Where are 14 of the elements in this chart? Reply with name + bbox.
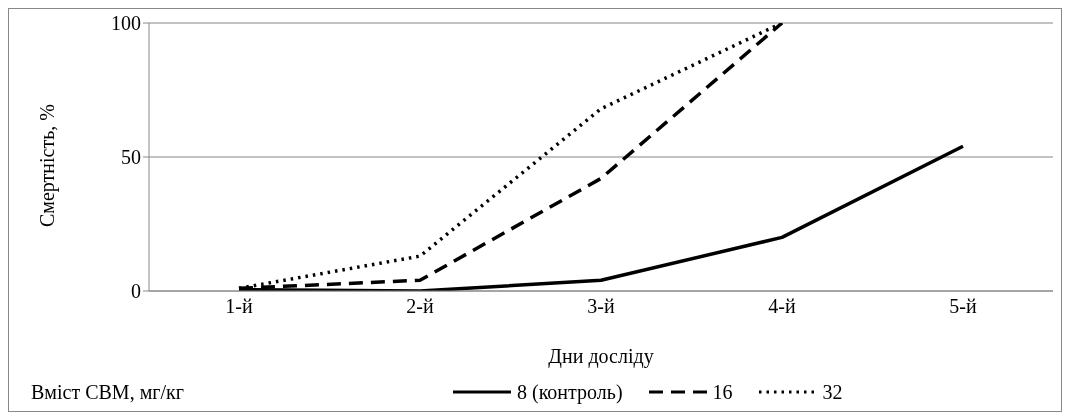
y-tick-label: 0 [131, 280, 141, 303]
legend-title: Вміст СВМ, мг/кг [31, 380, 185, 404]
legend-label: 8 (контроль) [516, 380, 623, 404]
y-tick-label: 100 [111, 12, 141, 35]
x-tick-label: 3-й [587, 295, 615, 318]
x-axis-title: Дни досліду [548, 345, 654, 368]
y-axis-title: Смертність, % [36, 103, 60, 227]
x-tick-label: 1-й [225, 295, 253, 318]
y-tick-label: 50 [121, 146, 141, 169]
x-tick-label: 4-й [768, 295, 796, 318]
x-tick-label: 2-й [406, 295, 434, 318]
legend-label: 16 [711, 380, 733, 404]
x-tick-label: 5-й [949, 295, 977, 318]
legend-label: 32 [821, 380, 843, 404]
